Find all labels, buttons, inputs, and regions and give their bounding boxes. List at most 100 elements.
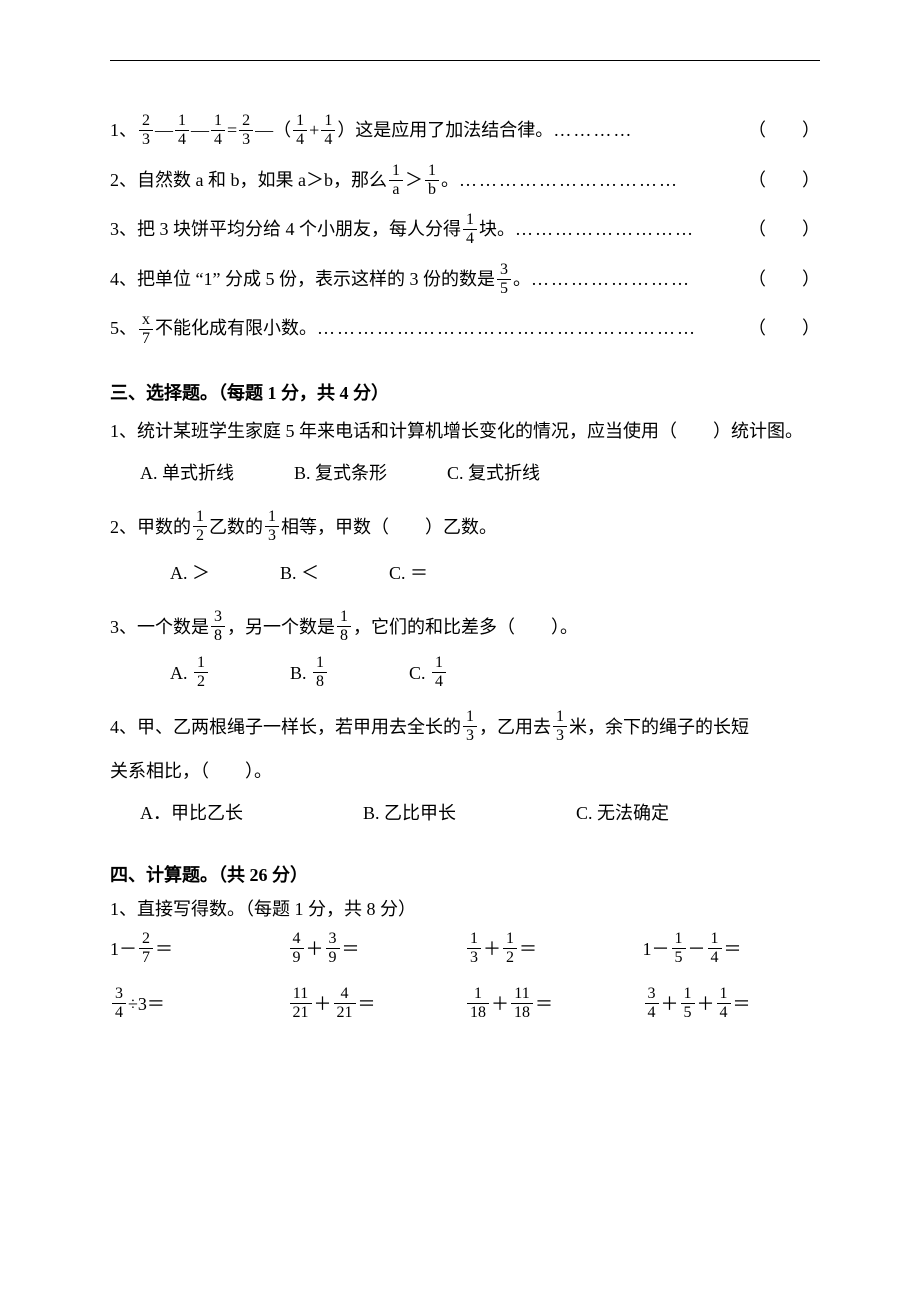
- item-num: 1、: [110, 111, 137, 151]
- q-mid2: 相等，甲数（ ）乙数。: [281, 509, 497, 545]
- item-pre: 把单位 “1” 分成 5 份，表示这样的 3 份的数是: [137, 260, 495, 300]
- judgment-item: 2、自然数 a 和 b，如果 a＞b，那么1a＞1b。……………………………（ …: [110, 161, 820, 201]
- item-pre: 自然数 a 和 b，如果 a＞b，那么: [137, 161, 387, 201]
- fraction: 35: [497, 262, 511, 297]
- expr-text: —（: [255, 111, 291, 151]
- fraction: 421: [334, 986, 356, 1021]
- fraction: 14: [463, 212, 477, 247]
- calc-text: ＋: [661, 990, 679, 1016]
- calc-text: ＝: [519, 935, 537, 961]
- calc-text: ＝: [535, 990, 553, 1016]
- calc-text: ＝: [342, 935, 360, 961]
- leader-dots: ……………………………: [459, 161, 744, 201]
- judgment-item: 3、把 3 块饼平均分给 4 个小朋友，每人分得14块。………………………（ ）: [110, 210, 820, 250]
- answer-blank: （ ）: [748, 161, 820, 201]
- q3-1-text: 1、统计某班学生家庭 5 年来电话和计算机增长变化的情况，应当使用（ ）统计图。: [110, 413, 820, 449]
- fraction: x7: [139, 312, 153, 347]
- opt-c: C. ＝: [389, 555, 428, 591]
- calc-text: －: [688, 935, 706, 961]
- q3-1-options: A. 单式折线 B. 复式条形 C. 复式折线: [140, 455, 820, 491]
- opt-a: A. 单式折线: [140, 455, 234, 491]
- fraction: 38: [211, 609, 225, 644]
- fraction: 34: [645, 986, 659, 1021]
- fraction: 14: [175, 113, 189, 148]
- fraction: 18: [337, 609, 351, 644]
- expr-text: 。: [513, 260, 531, 300]
- expr-text: 不能化成有限小数。: [155, 309, 317, 349]
- calc-cell: 13＋12＝: [465, 931, 643, 966]
- fraction: 14: [432, 655, 446, 690]
- page: 1、23—14—14=23—（14+14）这是应用了加法结合律。…………（ ）2…: [0, 0, 920, 1101]
- calc-text: ＋: [314, 990, 332, 1016]
- opt-label: A.: [170, 655, 188, 691]
- calc-text: 1－: [110, 935, 137, 961]
- opt-b: B. 18: [290, 655, 329, 691]
- expr-text: ）这是应用了加法结合律。: [337, 111, 553, 151]
- calc-text: ＋: [491, 990, 509, 1016]
- judgment-item: 1、23—14—14=23—（14+14）这是应用了加法结合律。…………（ ）: [110, 111, 820, 151]
- q-text: 统计某班学生家庭 5 年来电话和计算机增长变化的情况，应当使用（ ）统计图。: [137, 421, 803, 441]
- fraction: 118: [467, 986, 489, 1021]
- fraction: 13: [463, 709, 477, 744]
- q3-4-options: A．甲比乙长 B. 乙比甲长 C. 无法确定: [140, 795, 820, 831]
- expr-text: —: [191, 111, 209, 151]
- leader-dots: ………………………: [515, 210, 744, 250]
- calc-cell: 34＋15＋14＝: [643, 986, 821, 1021]
- fraction: 14: [211, 113, 225, 148]
- calc-cell: 1－15－14＝: [643, 931, 821, 966]
- fraction: 39: [326, 931, 340, 966]
- fraction: 14: [293, 113, 307, 148]
- calc-text: ＝: [724, 935, 742, 961]
- leader-dots: ……………………: [531, 260, 744, 300]
- expr-text: 。: [441, 161, 459, 201]
- item-pre: 把 3 块饼平均分给 4 个小朋友，每人分得: [137, 210, 461, 250]
- q-pre: 一个数是: [137, 609, 209, 645]
- q-mid: 乙数的: [209, 509, 263, 545]
- q3-3-options: A. 12 B. 18 C. 14: [170, 655, 820, 691]
- expr-text: =: [227, 111, 237, 151]
- leader-dots: …………………………………………………: [317, 309, 744, 349]
- q-num: 3、: [110, 609, 137, 645]
- fraction: 12: [193, 509, 207, 544]
- calc-cell: 34÷3＝: [110, 986, 288, 1021]
- calc-cell: 49＋39＝: [288, 931, 466, 966]
- opt-c: C. 14: [409, 655, 448, 691]
- leader-dots: …………: [553, 111, 744, 151]
- q-pre: 甲、乙两根绳子一样长，若甲用去全长的: [137, 709, 461, 745]
- expr-text: —: [155, 111, 173, 151]
- fraction: 23: [139, 113, 153, 148]
- fraction: 14: [717, 986, 731, 1021]
- fraction: 49: [290, 931, 304, 966]
- opt-label: B.: [290, 655, 307, 691]
- opt-b: B. 复式条形: [294, 455, 387, 491]
- item-num: 4、: [110, 260, 137, 300]
- opt-a: A. ＞: [170, 555, 210, 591]
- calc-row-2: 34÷3＝1121＋421＝118＋1118＝34＋15＋14＝: [110, 986, 820, 1021]
- fraction: 15: [672, 931, 686, 966]
- q-mid: ，另一个数是: [227, 609, 335, 645]
- opt-b: B. 乙比甲长: [363, 795, 456, 831]
- calc-text: ＋: [306, 935, 324, 961]
- opt-b: B. ＜: [280, 555, 319, 591]
- q-num: 2、: [110, 509, 137, 545]
- section-ii: 1、23—14—14=23—（14+14）这是应用了加法结合律。…………（ ）2…: [110, 111, 820, 349]
- section-iv-heading: 四、计算题。（共 26 分）: [110, 861, 820, 887]
- answer-blank: （ ）: [748, 309, 820, 349]
- q3-3-text: 3、 一个数是 38 ，另一个数是 18 ，它们的和比差多（ ）。: [110, 609, 578, 645]
- section-iii-heading: 三、选择题。（每题 1 分，共 4 分）: [110, 379, 820, 405]
- fraction: 12: [194, 655, 208, 690]
- fraction: 1b: [425, 163, 439, 198]
- fraction: 1118: [511, 986, 533, 1021]
- q-mid: ，乙用去: [479, 709, 551, 745]
- fraction: 1a: [389, 163, 403, 198]
- calc-text: ＋: [483, 935, 501, 961]
- opt-label: C.: [409, 655, 426, 691]
- fraction: 13: [467, 931, 481, 966]
- calc-text: ＝: [358, 990, 376, 1016]
- item-num: 2、: [110, 161, 137, 201]
- item-num: 3、: [110, 210, 137, 250]
- fraction: 1121: [290, 986, 312, 1021]
- fraction: 23: [239, 113, 253, 148]
- q3-4-text: 4、 甲、乙两根绳子一样长，若甲用去全长的 13 ，乙用去 13 米，余下的绳子…: [110, 709, 749, 745]
- expr-text: +: [309, 111, 319, 151]
